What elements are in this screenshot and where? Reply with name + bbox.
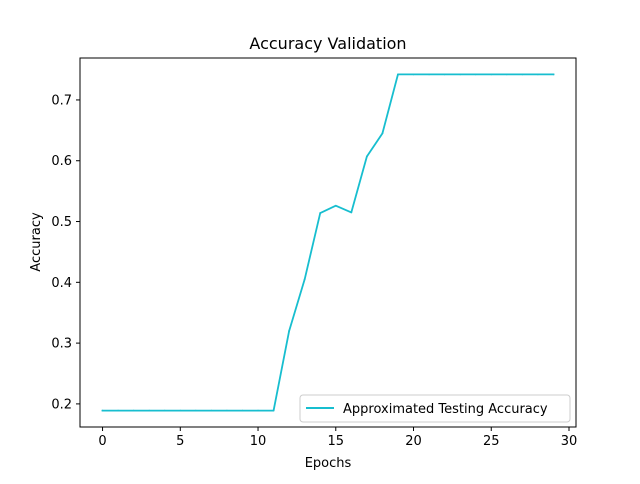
data-point bbox=[319, 212, 322, 214]
y-tick-label: 0.2 bbox=[51, 397, 72, 412]
y-tick-label: 0.5 bbox=[51, 215, 72, 230]
y-tick-label: 0.4 bbox=[51, 276, 72, 291]
data-point bbox=[428, 73, 430, 76]
data-point bbox=[210, 409, 213, 412]
y-axis-ticks: 0.2 0.3 0.4 0.5 0.6 0.7 bbox=[51, 93, 80, 412]
data-point bbox=[412, 73, 415, 76]
data-point bbox=[257, 409, 259, 412]
data-point bbox=[303, 278, 306, 281]
x-axis-label: Epochs bbox=[305, 456, 352, 471]
x-tick-label: 30 bbox=[561, 434, 578, 449]
data-point bbox=[272, 409, 275, 412]
data-point bbox=[163, 409, 166, 412]
data-point bbox=[459, 73, 462, 76]
data-point bbox=[288, 330, 291, 332]
data-point bbox=[132, 409, 135, 412]
x-tick-label: 10 bbox=[250, 434, 267, 449]
series-layer bbox=[101, 73, 555, 412]
data-point bbox=[101, 409, 104, 412]
data-point bbox=[552, 73, 555, 76]
data-point bbox=[397, 73, 399, 76]
data-point bbox=[194, 409, 197, 412]
plot-area-frame bbox=[79, 57, 577, 428]
x-tick-label: 25 bbox=[483, 434, 500, 449]
x-tick-label: 5 bbox=[176, 434, 184, 449]
data-point bbox=[505, 73, 508, 76]
data-point bbox=[241, 409, 244, 412]
data-point bbox=[350, 211, 353, 214]
data-point bbox=[179, 409, 182, 412]
y-axis-label: Accuracy bbox=[29, 212, 44, 272]
data-point bbox=[117, 409, 119, 412]
y-tick-label: 0.6 bbox=[51, 154, 72, 169]
x-tick-label: 0 bbox=[98, 434, 106, 449]
legend-box bbox=[299, 394, 571, 423]
x-axis-ticks: 0 5 10 15 20 25 30 bbox=[98, 427, 577, 449]
data-point bbox=[148, 409, 151, 412]
data-point bbox=[537, 73, 539, 76]
y-tick-label: 0.3 bbox=[51, 337, 72, 352]
series-line-0 bbox=[101, 73, 555, 412]
legend-label: Approximated Testing Accuracy bbox=[343, 402, 548, 417]
data-point bbox=[226, 409, 228, 412]
x-tick-label: 15 bbox=[328, 434, 345, 449]
y-tick-label: 0.7 bbox=[51, 93, 72, 108]
data-point bbox=[474, 73, 477, 76]
x-tick-label: 20 bbox=[405, 434, 422, 449]
data-point bbox=[365, 155, 368, 158]
data-point bbox=[334, 204, 337, 207]
data-point bbox=[490, 73, 493, 76]
data-point bbox=[521, 73, 524, 76]
data-point bbox=[443, 73, 446, 76]
chart-title: Accuracy Validation bbox=[249, 34, 406, 53]
data-point bbox=[381, 132, 384, 135]
legend: Approximated Testing Accuracy bbox=[299, 394, 571, 423]
